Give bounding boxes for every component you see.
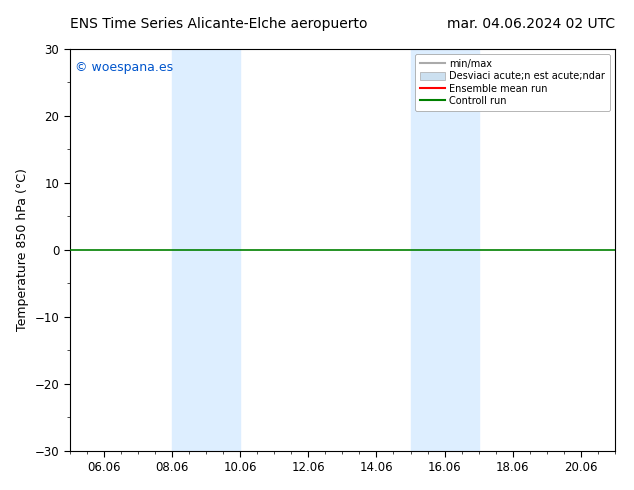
Legend: min/max, Desviaci acute;n est acute;ndar, Ensemble mean run, Controll run: min/max, Desviaci acute;n est acute;ndar… xyxy=(415,54,610,111)
Text: ENS Time Series Alicante-Elche aeropuerto: ENS Time Series Alicante-Elche aeropuert… xyxy=(70,17,367,31)
Bar xyxy=(172,49,240,451)
Text: © woespana.es: © woespana.es xyxy=(75,61,173,74)
Y-axis label: Temperature 850 hPa (°C): Temperature 850 hPa (°C) xyxy=(16,169,29,331)
Text: mar. 04.06.2024 02 UTC: mar. 04.06.2024 02 UTC xyxy=(447,17,615,31)
Bar xyxy=(411,49,479,451)
